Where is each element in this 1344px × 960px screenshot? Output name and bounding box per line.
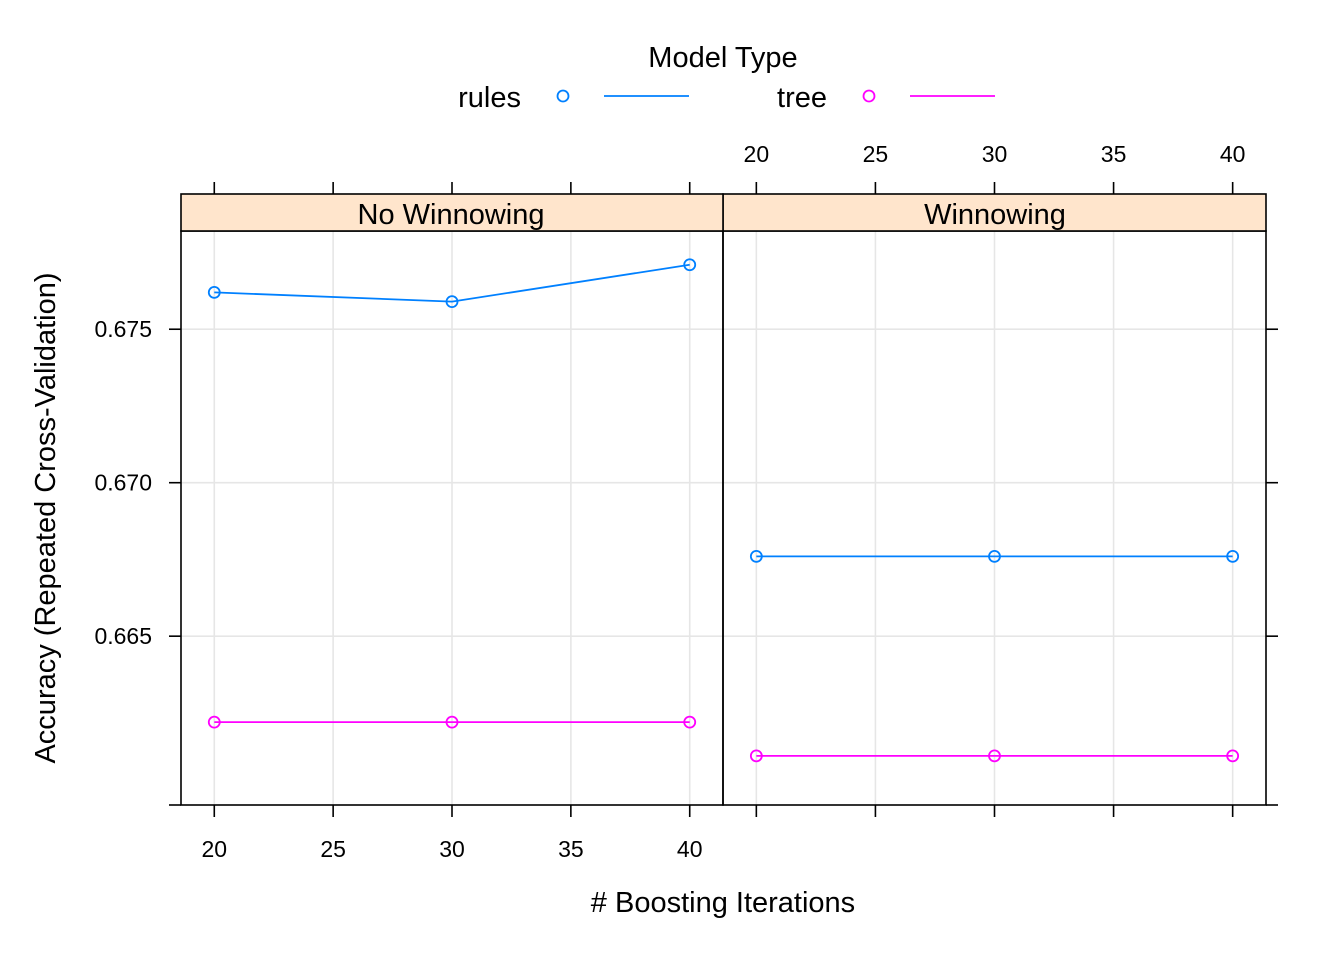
x-tick-label: 20 [744,141,770,167]
data-point-tree [445,715,459,729]
data-point-tree [207,715,221,729]
y-tick-label: 0.665 [94,623,152,649]
data-point-tree [1226,749,1240,763]
x-tick-label: 40 [1220,141,1246,167]
legend-title: Model Type [648,42,797,74]
x-tick-label: 30 [439,836,465,862]
x-axis-title: # Boosting Iterations [591,887,855,919]
series-layer [207,258,1240,763]
legend-label-tree: tree [777,82,827,114]
x-tick-label: 35 [558,836,584,862]
panel-strips: No Winnowing Winnowing [180,193,1267,232]
data-point-rules [988,549,1001,563]
data-point-rules [1226,549,1240,563]
grid [181,231,1266,805]
y-axis-title: Accuracy (Repeated Cross-Validation) [30,272,62,763]
panel-frames [180,230,1267,806]
data-point-rules [207,285,221,299]
legend-label-rules: rules [458,82,521,114]
strip-background-0 [180,193,724,232]
data-point-rules [749,549,763,563]
x-tick-label: 20 [201,836,227,862]
legend-point-rules [556,89,570,103]
strip-label-no-winnowing: No Winnowing [358,199,545,231]
data-point-tree [988,749,1001,763]
y-tick-label: 0.670 [94,470,152,496]
y-tick-label: 0.675 [94,316,152,342]
legend-point-tree [862,89,876,103]
axes: 20 25 30 35 40 20 25 30 35 40 0.665 0.670 0.675 [94,141,1278,862]
data-point-tree [749,749,763,763]
x-tick-label: 25 [320,836,346,862]
data-point-tree [683,715,697,729]
x-tick-label: 25 [863,141,889,167]
strip-label-winnowing: Winnowing [924,199,1066,231]
x-tick-label: 35 [1101,141,1127,167]
x-tick-label: 40 [677,836,703,862]
x-tick-label: 30 [982,141,1008,167]
legend: Model Type rules tree [458,42,995,114]
series-line-rules [214,263,690,303]
data-point-rules [683,258,697,272]
data-point-rules [445,295,459,308]
